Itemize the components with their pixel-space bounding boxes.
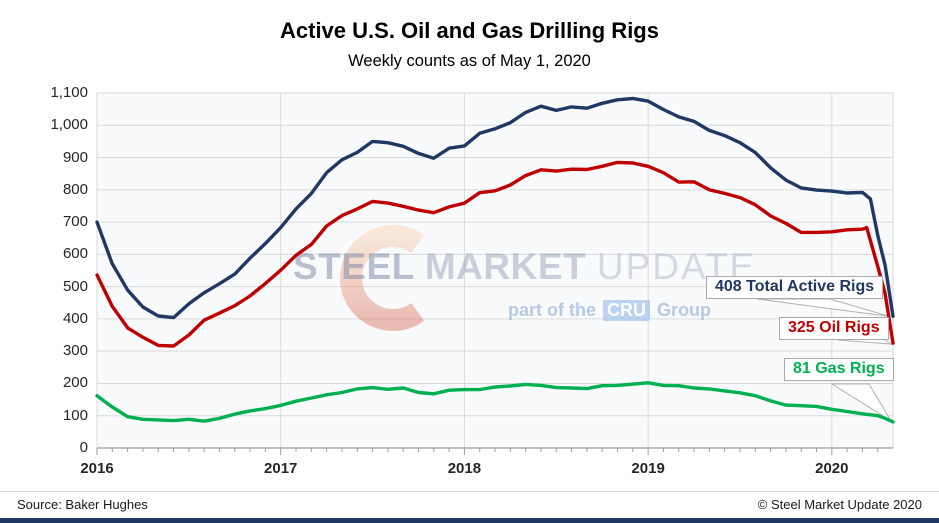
x-axis-label: 2020 (815, 460, 849, 477)
footer-divider (0, 491, 939, 492)
annotation-total-label: 408 Total Active Rigs (715, 278, 875, 295)
annotation-gas-label: 81 Gas Rigs (793, 360, 885, 377)
x-axis-label: 2016 (80, 460, 114, 477)
y-axis-label: 900 (62, 148, 88, 166)
y-axis-label: 500 (62, 277, 88, 295)
source-note: Source: Baker Hughes (17, 497, 148, 512)
y-axis-label: 600 (62, 245, 88, 263)
x-axis-label: 2019 (631, 460, 665, 477)
y-axis-label: 700 (62, 213, 88, 231)
x-axis-label: 2018 (447, 460, 482, 477)
page-title: Active U.S. Oil and Gas Drilling Rigs (280, 18, 659, 43)
y-axis-label: 200 (62, 374, 88, 392)
copyright-note: © Steel Market Update 2020 (757, 497, 922, 512)
y-axis-label: 1,000 (50, 116, 88, 134)
y-axis-label: 1,100 (50, 84, 88, 101)
page-subtitle: Weekly counts as of May 1, 2020 (348, 52, 591, 70)
y-axis-label: 400 (62, 309, 88, 327)
x-axis-label: 2017 (264, 460, 298, 477)
annotation-total-active-rigs: 408 Total Active Rigs (706, 276, 884, 299)
y-axis-label: 300 (62, 342, 88, 360)
y-axis-label: 0 (79, 439, 88, 456)
annotation-gas-rigs: 81 Gas Rigs (784, 358, 894, 381)
bottom-accent-bar (0, 518, 939, 523)
y-axis-label: 100 (62, 406, 88, 424)
annotation-oil-label: 325 Oil Rigs (788, 319, 880, 336)
y-axis-label: 800 (62, 180, 88, 198)
annotation-oil-rigs: 325 Oil Rigs (779, 317, 889, 340)
